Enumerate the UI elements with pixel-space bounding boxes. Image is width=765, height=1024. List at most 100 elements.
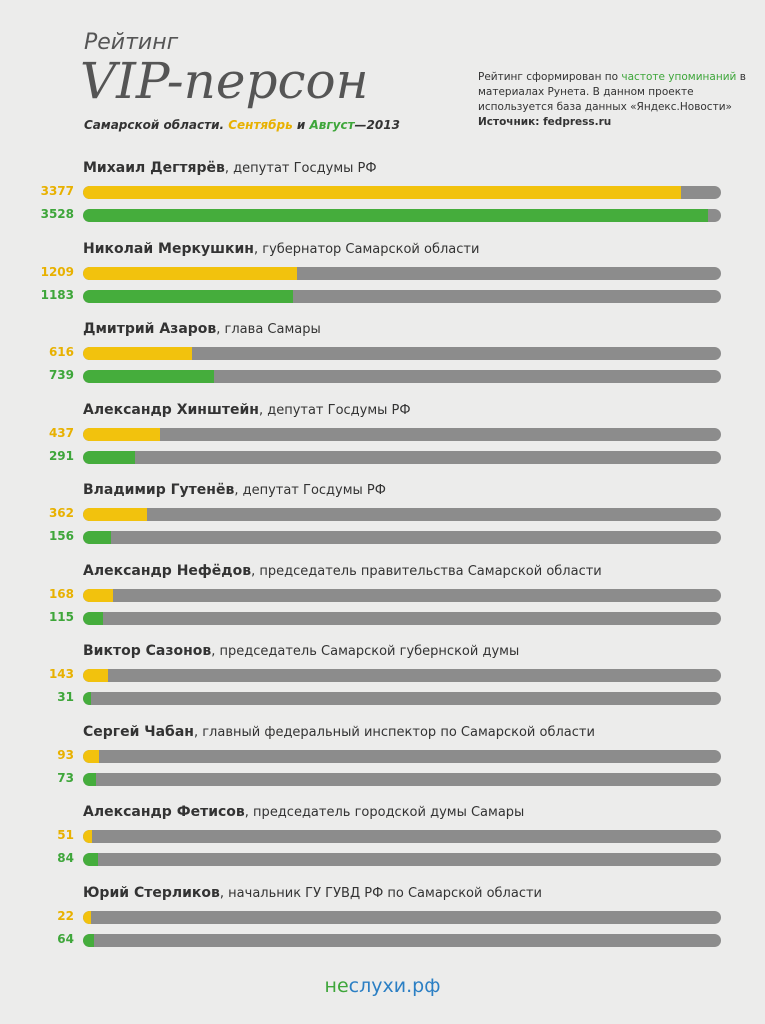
value-august: 73 bbox=[57, 770, 74, 785]
bar-august bbox=[83, 209, 721, 222]
person-role: , председатель городской думы Самары bbox=[244, 805, 525, 820]
subtitle-year: —2013 bbox=[354, 118, 400, 132]
person-name: Александр Нефёдов bbox=[83, 562, 252, 579]
bar-september bbox=[83, 347, 721, 360]
value-august: 84 bbox=[57, 851, 74, 865]
bar-september bbox=[83, 186, 721, 199]
bar-august bbox=[83, 531, 721, 544]
title-main: VIP-персон bbox=[80, 52, 369, 110]
header: Рейтинг VIP-персон Самарской области. Се… bbox=[0, 0, 765, 150]
value-september: 3377 bbox=[40, 184, 74, 198]
subtitle-prefix: Самарской области. bbox=[84, 118, 225, 132]
bar-september bbox=[83, 910, 721, 924]
bar-fill-september bbox=[83, 508, 148, 521]
person-row: Владимир Гутенёв, депутат Госдумы РФ 362 1… bbox=[0, 482, 765, 562]
person-row: Александр Нефёдов, председатель правител… bbox=[0, 563, 765, 643]
person-title: Александр Нефёдов, председатель правител… bbox=[83, 563, 602, 579]
value-august: 739 bbox=[48, 368, 74, 382]
bar-fill-september bbox=[83, 669, 109, 682]
bar-august bbox=[83, 692, 721, 705]
bar-august bbox=[83, 370, 721, 383]
person-title: Юрий Стерликов, начальник ГУ ГУВД РФ по … bbox=[83, 885, 542, 901]
person-row: Сергей Чабан, главный федеральный инспек… bbox=[0, 724, 765, 804]
bar-fill-september bbox=[83, 830, 93, 843]
person-row: Юрий Стерликов, начальник ГУ ГУВД РФ по … bbox=[0, 885, 765, 965]
person-title: Николай Меркушкин, губернатор Самарской … bbox=[83, 241, 479, 257]
bar-fill-september bbox=[83, 186, 682, 199]
person-name: Николай Меркушкин bbox=[83, 240, 254, 257]
bar-august bbox=[83, 289, 721, 303]
bar-fill-august bbox=[83, 772, 96, 786]
bar-fill-september bbox=[83, 749, 100, 763]
bar-september bbox=[83, 830, 721, 843]
info-part2: в материалах Рунета. В данном проекте ис… bbox=[478, 71, 746, 113]
subtitle: Самарской области. Сентябрь и Август—201… bbox=[84, 118, 400, 132]
legend-september: Сентябрь bbox=[228, 118, 293, 132]
bar-fill-august bbox=[83, 531, 111, 544]
footer-logo[interactable]: неслухи.рф bbox=[0, 975, 765, 997]
bar-fill-september bbox=[83, 347, 193, 360]
person-role: , главный федеральный инспектор по Самар… bbox=[193, 724, 595, 740]
value-september: 362 bbox=[48, 506, 74, 520]
person-row: Виктор Сазонов, председатель Самарской г… bbox=[0, 643, 765, 723]
legend-august: Август bbox=[309, 118, 355, 132]
info-part1: Рейтинг сформирован по bbox=[478, 71, 619, 83]
bar-september bbox=[83, 508, 721, 521]
person-title: Владимир Гутенёв, депутат Госдумы РФ bbox=[83, 482, 386, 498]
value-september: 616 bbox=[48, 345, 74, 359]
person-name: Александр Фетисов bbox=[83, 804, 245, 820]
value-august: 31 bbox=[57, 690, 74, 704]
value-september: 168 bbox=[48, 586, 74, 601]
value-september: 437 bbox=[48, 425, 74, 440]
person-title: Виктор Сазонов, председатель Самарской г… bbox=[83, 643, 519, 659]
title-line1: Рейтинг bbox=[84, 30, 179, 55]
bar-september bbox=[83, 588, 721, 602]
person-role: , глава Самары bbox=[216, 322, 321, 337]
person-role: , губернатор Самарской области bbox=[253, 241, 480, 257]
person-title: Дмитрий Азаров, глава Самары bbox=[83, 321, 321, 337]
value-august: 64 bbox=[57, 931, 74, 946]
info-text: Рейтинг сформирован по частоте упоминани… bbox=[478, 70, 748, 130]
bar-august bbox=[83, 611, 721, 625]
bar-september bbox=[83, 749, 721, 763]
value-august: 291 bbox=[48, 448, 74, 463]
bar-fill-september bbox=[83, 266, 298, 280]
bar-august bbox=[83, 933, 721, 947]
bar-fill-august bbox=[83, 853, 98, 866]
bar-fill-august bbox=[83, 289, 293, 303]
person-row: Александр Фетисов, председатель городско… bbox=[0, 804, 765, 884]
value-september: 51 bbox=[57, 828, 74, 842]
value-september: 22 bbox=[57, 908, 74, 923]
source: Источник: fedpress.ru bbox=[478, 116, 612, 128]
person-name: Александр Хинштейн bbox=[83, 401, 259, 418]
person-name: Владимир Гутенёв bbox=[83, 482, 235, 498]
bar-fill-august bbox=[83, 692, 91, 705]
person-role: , депутат Госдумы РФ bbox=[234, 483, 386, 498]
bar-fill-august bbox=[83, 611, 104, 625]
bar-fill-august bbox=[83, 450, 135, 464]
bar-fill-august bbox=[83, 933, 95, 947]
person-name: Сергей Чабан bbox=[83, 723, 194, 740]
person-name: Виктор Сазонов bbox=[83, 643, 212, 659]
value-september: 143 bbox=[48, 667, 74, 681]
subtitle-conj: и bbox=[296, 118, 306, 132]
value-august: 115 bbox=[48, 609, 74, 624]
logo-part2: слухи.рф bbox=[348, 975, 441, 997]
person-row: Михаил Дегтярёв, депутат Госдумы РФ 3377 3… bbox=[0, 160, 765, 240]
person-row: Николай Меркушкин, губернатор Самарской … bbox=[0, 241, 765, 321]
bar-august bbox=[83, 450, 721, 464]
bar-august bbox=[83, 853, 721, 866]
person-role: , председатель правительства Самарской о… bbox=[251, 563, 602, 579]
person-title: Александр Хинштейн, депутат Госдумы РФ bbox=[83, 402, 411, 418]
person-row: Александр Хинштейн, депутат Госдумы РФ 43… bbox=[0, 402, 765, 482]
person-role: , депутат Госдумы РФ bbox=[224, 161, 377, 176]
person-role: , начальник ГУ ГУВД РФ по Самарской обла… bbox=[219, 885, 542, 901]
person-title: Александр Фетисов, председатель городско… bbox=[83, 804, 524, 820]
person-name: Дмитрий Азаров bbox=[83, 321, 217, 337]
bar-fill-august bbox=[83, 209, 709, 222]
bar-fill-september bbox=[83, 910, 91, 924]
person-title: Михаил Дегтярёв, депутат Госдумы РФ bbox=[83, 160, 377, 176]
person-title: Сергей Чабан, главный федеральный инспек… bbox=[83, 724, 595, 740]
bar-september bbox=[83, 266, 721, 280]
person-name: Михаил Дегтярёв bbox=[83, 160, 225, 176]
